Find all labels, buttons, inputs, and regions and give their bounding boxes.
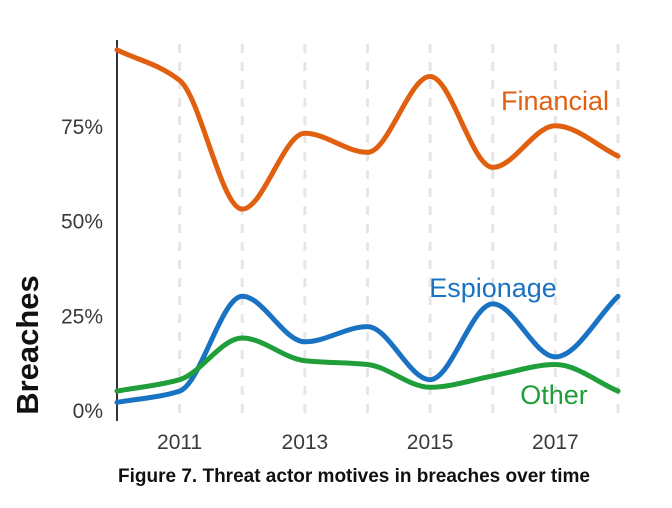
x-tick-label: 2015 bbox=[407, 431, 454, 454]
series-label-espionage: Espionage bbox=[429, 273, 557, 303]
y-tick-label: 25% bbox=[61, 305, 103, 328]
series-label-other: Other bbox=[520, 380, 588, 410]
series-line-espionage bbox=[114, 293, 621, 405]
x-tick-label: 2017 bbox=[532, 431, 579, 454]
series-label-financial: Financial bbox=[501, 86, 609, 116]
x-tick-label: 2011 bbox=[157, 431, 202, 454]
y-tick-labels: 0% 25% 50% 75% bbox=[61, 116, 103, 423]
y-tick-label: 0% bbox=[73, 400, 103, 423]
series-line-financial bbox=[114, 47, 621, 212]
series-lines bbox=[114, 47, 621, 405]
y-axis-label: Breaches bbox=[10, 275, 45, 415]
y-tick-label: 75% bbox=[61, 116, 103, 139]
x-tick-label: 2013 bbox=[282, 431, 329, 454]
series-line-other bbox=[114, 335, 621, 394]
series-labels: Financial Espionage Other bbox=[429, 86, 609, 410]
grid-lines bbox=[178, 44, 620, 416]
x-tick-labels: 2011 2013 2015 2017 bbox=[157, 431, 579, 454]
y-tick-label: 50% bbox=[61, 211, 103, 234]
figure-caption: Figure 7. Threat actor motives in breach… bbox=[118, 466, 590, 487]
